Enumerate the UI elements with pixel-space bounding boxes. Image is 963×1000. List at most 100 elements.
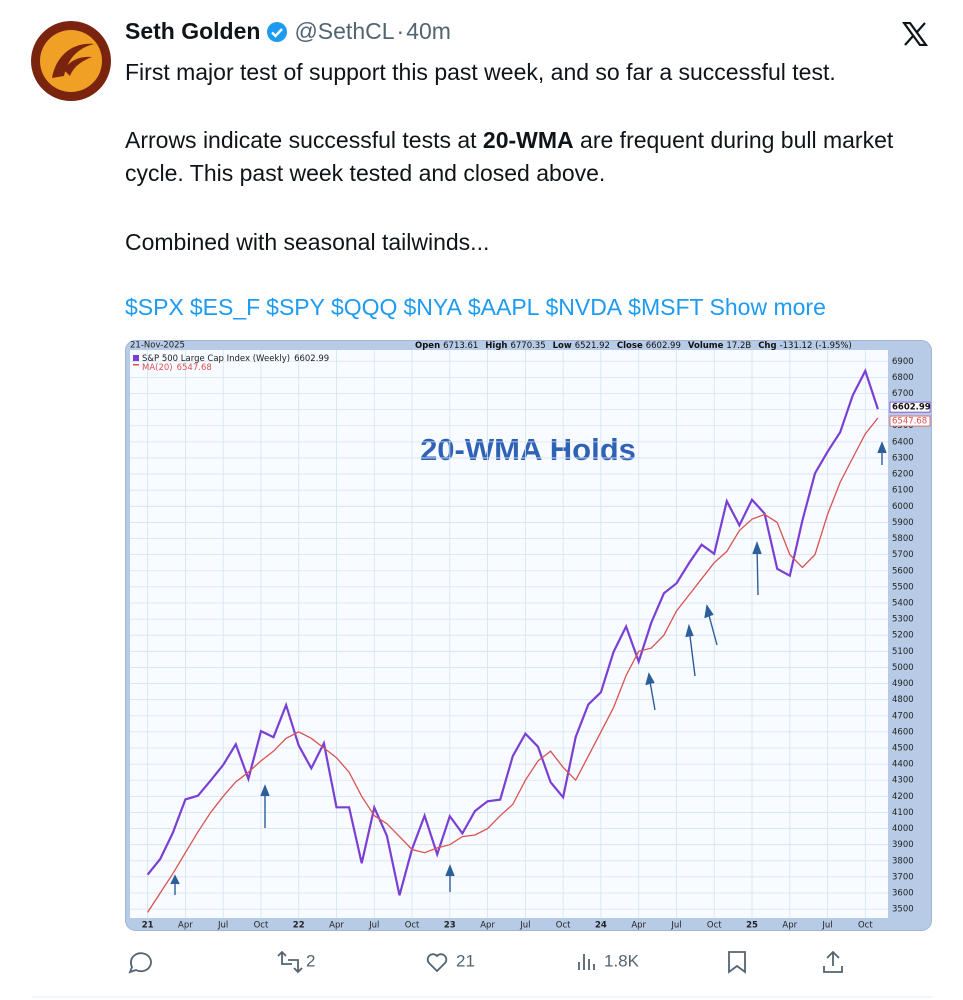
show-more[interactable]: Show more	[709, 294, 826, 320]
x-tick-label: Jul	[821, 921, 832, 931]
x-tick-label: 23	[444, 921, 456, 931]
tweet-text: First major test of support this past we…	[125, 59, 836, 85]
header-label: Low	[553, 341, 572, 351]
chart-date: 21-Nov-2025	[130, 341, 185, 351]
action-bar: 2 21 1.8K	[32, 950, 932, 998]
cashtag[interactable]: $ES_F	[189, 294, 261, 320]
tweet-text: Combined with seasonal tailwinds...	[125, 229, 490, 255]
header-label: Volume	[688, 341, 724, 351]
reply-icon[interactable]	[128, 952, 152, 974]
y-tick-label: 3600	[892, 889, 914, 899]
arrow	[260, 784, 270, 828]
series-line	[146, 368, 879, 896]
y-tick-label: 6300	[892, 453, 914, 463]
y-tick-label: 6800	[892, 373, 914, 383]
arrow	[704, 604, 718, 646]
header-item: Chg -131.12 (-1.95%)	[758, 341, 852, 351]
y-tick-label: 5600	[892, 566, 914, 576]
cashtags: $SPX $ES_F $SPY $QQQ $NYA $AAPL $NVDA $MSFT Show…	[125, 294, 832, 321]
views-icon[interactable]	[578, 954, 595, 970]
y-tick-label: 5100	[892, 647, 914, 657]
arrow	[170, 874, 180, 895]
y-tick-label: 5000	[892, 663, 914, 673]
arrow	[752, 540, 762, 596]
x-tick-label: Jul	[368, 921, 379, 931]
x-tick-label: Jul	[670, 921, 681, 931]
header-value: -131.12 (-1.95%)	[780, 341, 852, 351]
bookmark-icon[interactable]	[728, 951, 746, 974]
arrow	[685, 623, 696, 677]
view-count: 1.8K	[604, 951, 640, 970]
x-tick-label: 21	[142, 921, 154, 931]
y-tick-label: 4200	[892, 792, 914, 802]
x-tick-label: Oct	[556, 921, 571, 931]
x-tick-label: Oct	[858, 921, 873, 931]
cashtag[interactable]: $NVDA	[545, 294, 623, 320]
series-line	[147, 417, 879, 913]
price-label-box	[889, 415, 931, 427]
arrow	[445, 864, 455, 892]
y-tick-label: 4700	[892, 711, 914, 721]
x-tick-label: 24	[595, 921, 607, 931]
cashtag[interactable]: $QQQ	[330, 294, 398, 320]
cashtag[interactable]: $AAPL	[467, 294, 540, 320]
avatar[interactable]	[30, 20, 112, 102]
plot-area	[130, 350, 888, 918]
cashtag[interactable]: $NYA	[403, 294, 462, 320]
y-tick-label: 6900	[892, 357, 914, 367]
x-tick-label: 22	[293, 921, 305, 931]
y-tick-label: 3700	[892, 872, 914, 882]
y-tick-label: 4000	[892, 824, 914, 834]
legend-swatch	[133, 364, 139, 366]
y-tick-label: 5500	[892, 582, 914, 592]
header-value: 17.2B	[726, 341, 751, 351]
y-tick-label: 5800	[892, 534, 914, 544]
share-icon[interactable]	[823, 950, 843, 973]
x-tick-label: 25	[746, 921, 758, 931]
cashtag[interactable]: $MSFT	[628, 294, 704, 320]
y-tick-label: 5700	[892, 550, 914, 560]
y-tick-label: 4400	[892, 760, 914, 770]
separator: ·	[396, 18, 405, 44]
retweet-icon[interactable]	[277, 950, 303, 974]
legend-swatch	[133, 355, 139, 361]
y-tick-label: 3900	[892, 840, 914, 850]
y-tick-label: 5200	[892, 631, 914, 641]
author-name[interactable]: Seth Golden	[125, 18, 261, 44]
text-span: are frequent during bull market cycle. T…	[125, 127, 894, 186]
header-label: Open	[415, 341, 440, 351]
arrow	[877, 441, 887, 465]
x-tick-label: Oct	[254, 921, 269, 931]
y-tick-label: 5300	[892, 615, 914, 625]
price-label: 6547.68	[892, 417, 927, 427]
x-logo[interactable]	[902, 22, 928, 46]
bold-text: 20-WMA	[482, 127, 574, 153]
y-tick-label: 6000	[892, 502, 914, 512]
x-tick-label: Jul	[217, 921, 228, 931]
header-label: Chg	[758, 341, 776, 351]
verified-badge	[267, 21, 288, 42]
tweet-text: Arrows indicate successful tests at 20-W…	[125, 124, 925, 190]
text-span: Arrows indicate successful tests at	[125, 127, 483, 153]
legend-entry: S&P 500 Large Cap Index (Weekly) 6602.99	[142, 354, 329, 364]
like-count: 21	[456, 951, 475, 970]
y-tick-label: 3800	[892, 856, 914, 866]
author-handle[interactable]: @SethCL	[294, 18, 395, 44]
header-value: 6713.61	[443, 341, 478, 351]
tweet-header: Seth Golden @SethCL · 40m	[125, 18, 451, 45]
post-time[interactable]: 40m	[406, 18, 451, 44]
like-icon[interactable]	[426, 953, 448, 973]
legend-name: MA(20)	[142, 363, 173, 373]
y-tick-label: 4800	[892, 695, 914, 705]
legend-entry: MA(20) 6547.68	[142, 363, 212, 373]
y-tick-label: 4500	[892, 744, 914, 754]
header-item: Close 6602.99	[617, 341, 681, 351]
header-item: Volume 17.2B	[688, 341, 751, 351]
cashtag[interactable]: $SPY	[266, 294, 325, 320]
x-tick-label: Apr	[631, 921, 646, 931]
y-tick-label: 6100	[892, 486, 914, 496]
retweet-count: 2	[306, 951, 315, 970]
legend-value: 6602.99	[294, 354, 329, 364]
cashtag[interactable]: $SPX	[125, 294, 184, 320]
y-tick-label: 4900	[892, 679, 914, 689]
